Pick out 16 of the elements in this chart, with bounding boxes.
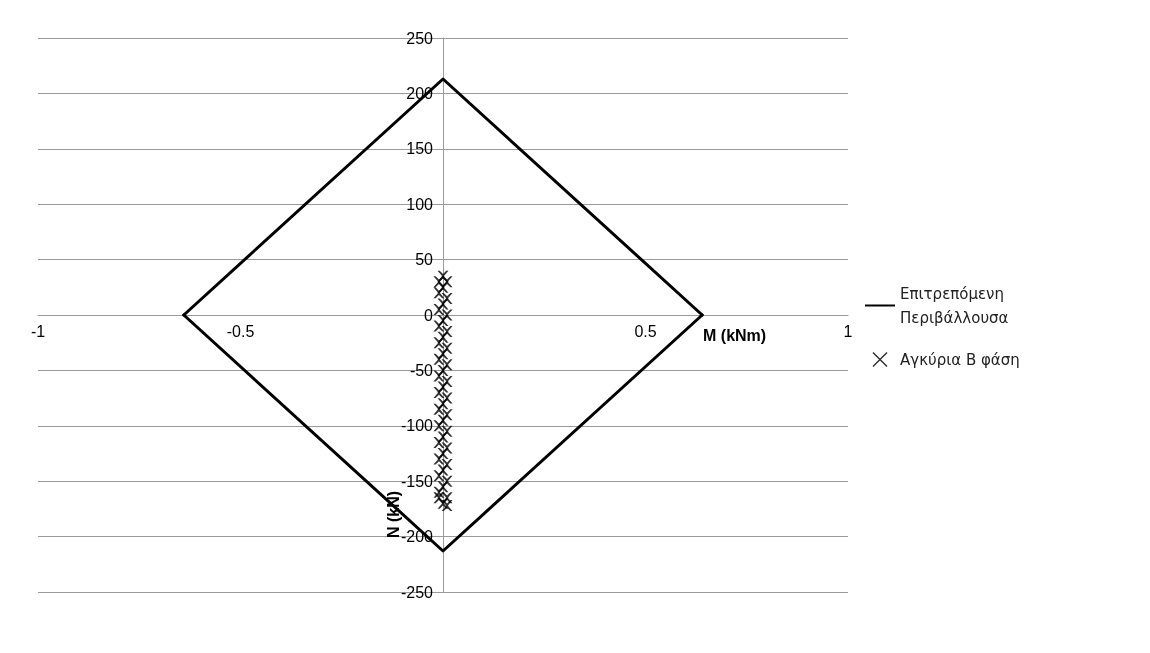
y-tick-label: 0 [424,306,434,324]
y-tick-label: 250 [406,29,434,47]
y-tick-label: 150 [406,140,434,158]
x-tick-label: 1 [843,322,853,340]
y-tick-label: 100 [406,195,434,213]
y-tick-label: -250 [400,583,434,601]
legend-label: Αγκύρια Β φάση [900,350,1020,369]
y-tick-label: -100 [400,417,434,435]
x-tick-label: -0.5 [226,322,255,340]
y-tick-label: -150 [400,472,434,490]
y-tick-label: 50 [415,251,434,269]
legend-label: Επιτρεπόμενη Περιβάλλουσα [900,284,1009,327]
x-tick-label: -1 [30,322,46,340]
x-axis-title: M (kNm) [703,326,767,344]
x-tick-label: 0.5 [634,322,657,340]
y-tick-label: -50 [409,361,434,379]
